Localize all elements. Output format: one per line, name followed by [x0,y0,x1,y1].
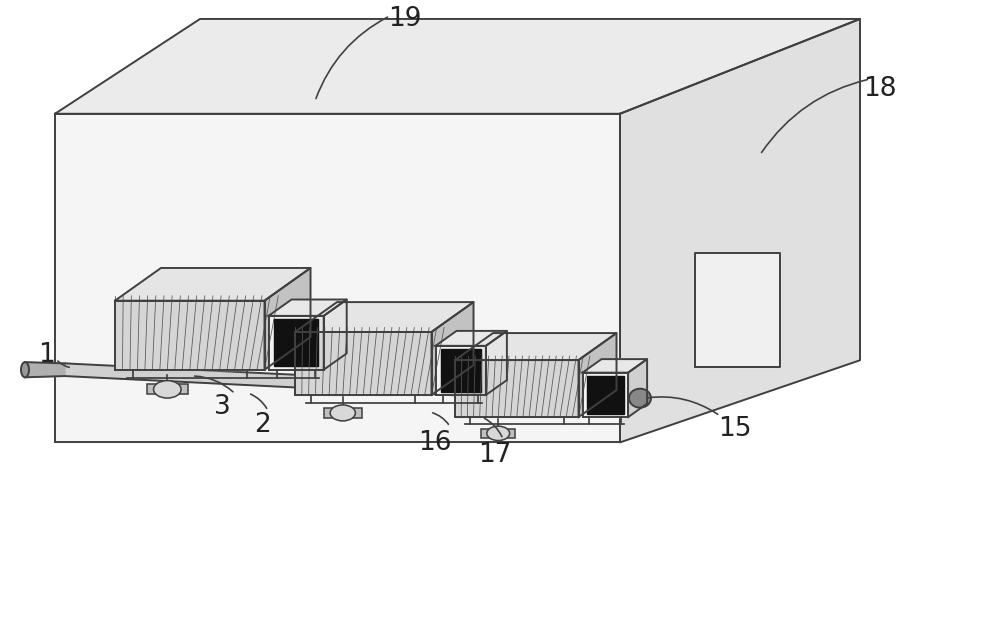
Circle shape [330,405,355,421]
Polygon shape [115,268,310,301]
Polygon shape [115,301,264,370]
Text: 16: 16 [418,430,452,456]
Polygon shape [620,19,860,442]
Text: 19: 19 [388,6,422,32]
Polygon shape [481,429,515,437]
Polygon shape [578,333,616,417]
Polygon shape [25,362,65,377]
Polygon shape [436,346,486,395]
Polygon shape [441,349,481,392]
Ellipse shape [629,389,651,408]
Polygon shape [455,360,578,417]
Polygon shape [274,319,318,366]
Polygon shape [455,333,616,360]
Polygon shape [628,359,647,417]
Circle shape [487,426,510,441]
Polygon shape [587,375,624,414]
Polygon shape [55,19,860,114]
Circle shape [154,380,181,398]
Polygon shape [432,302,474,395]
Polygon shape [486,331,507,395]
Text: 1: 1 [38,342,55,368]
Polygon shape [295,302,474,332]
Polygon shape [324,408,362,418]
Text: 2: 2 [254,412,270,438]
Polygon shape [324,300,347,370]
Polygon shape [55,114,620,442]
Polygon shape [268,316,324,370]
Polygon shape [264,268,310,370]
Polygon shape [695,253,780,367]
Text: 18: 18 [863,76,897,102]
Polygon shape [64,363,641,404]
Text: 15: 15 [718,416,752,442]
Text: 17: 17 [478,442,512,468]
Polygon shape [147,384,188,394]
Polygon shape [268,300,347,316]
Ellipse shape [21,362,29,377]
Polygon shape [582,373,628,417]
Polygon shape [436,331,507,346]
Polygon shape [582,359,647,373]
Text: 3: 3 [214,394,230,420]
Polygon shape [295,332,432,395]
